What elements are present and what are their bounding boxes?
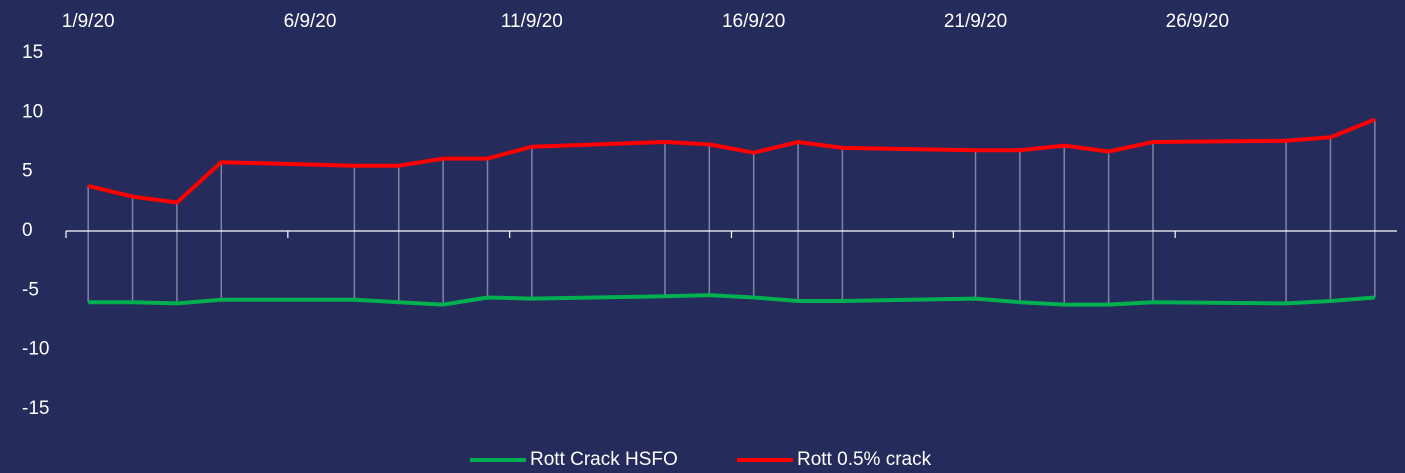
x-tick-label: 16/9/20 <box>722 11 785 32</box>
y-tick-label: -10 <box>22 339 49 360</box>
legend-label: Rott 0.5% crack <box>797 449 932 470</box>
x-tick-label: 26/9/20 <box>1166 11 1229 32</box>
series-line <box>88 293 1375 307</box>
legend-label: Rott Crack HSFO <box>530 449 678 470</box>
y-tick-label: 5 <box>22 161 33 182</box>
series-line <box>87 117 1376 205</box>
x-tick-label: 6/9/20 <box>284 11 337 32</box>
y-tick-label: 0 <box>22 220 33 241</box>
x-tick-label: 1/9/20 <box>62 11 115 32</box>
y-tick-label: 15 <box>22 42 43 63</box>
y-tick-label: -15 <box>22 398 49 419</box>
x-tick-label: 11/9/20 <box>501 11 563 32</box>
y-tick-label: 10 <box>22 101 43 122</box>
x-tick-label: 21/9/20 <box>944 11 1007 32</box>
y-tick-label: -5 <box>22 279 39 300</box>
